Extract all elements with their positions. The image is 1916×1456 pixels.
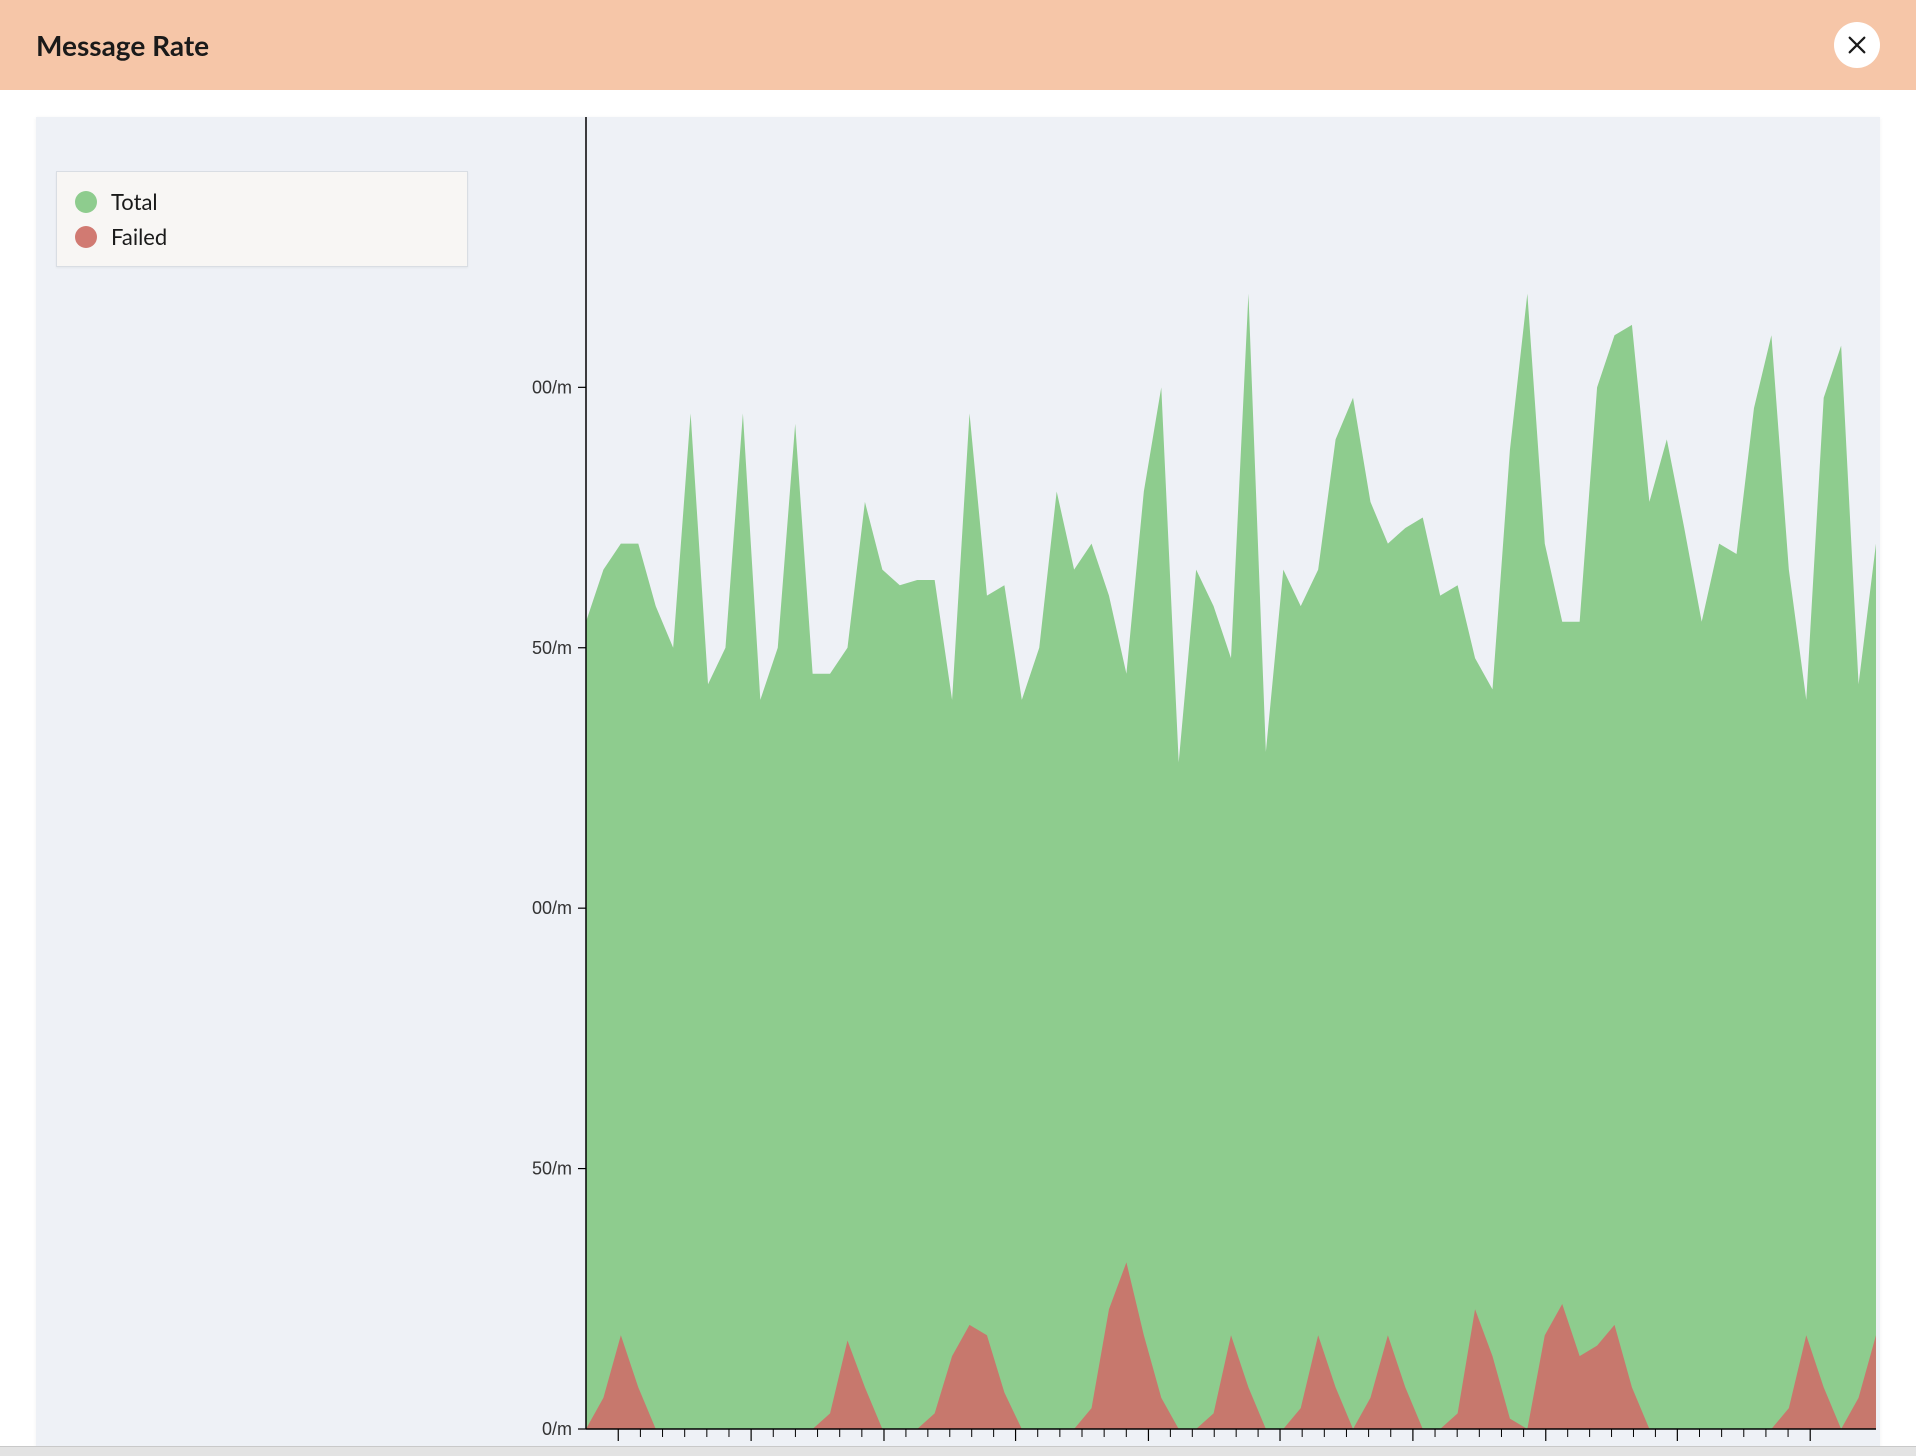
- chart-panel: Total Failed 0/m50/m00/m50/m00/m02:2402:…: [36, 117, 1880, 1447]
- message-rate-chart: 0/m50/m00/m50/m00/m02:2402:2502:2602:270…: [36, 117, 1880, 1456]
- bottom-scrollbar-track[interactable]: [0, 1446, 1916, 1456]
- page-title: Message Rate: [36, 28, 209, 62]
- header-bar: Message Rate: [0, 0, 1916, 90]
- y-tick-label: 0/m: [542, 1419, 572, 1439]
- y-tick-label: 00/m: [532, 377, 572, 397]
- series-total: [586, 294, 1876, 1429]
- y-tick-label: 50/m: [532, 1159, 572, 1179]
- close-icon: [1846, 34, 1868, 56]
- y-tick-label: 50/m: [532, 638, 572, 658]
- y-tick-label: 00/m: [532, 898, 572, 918]
- close-button[interactable]: [1834, 22, 1880, 68]
